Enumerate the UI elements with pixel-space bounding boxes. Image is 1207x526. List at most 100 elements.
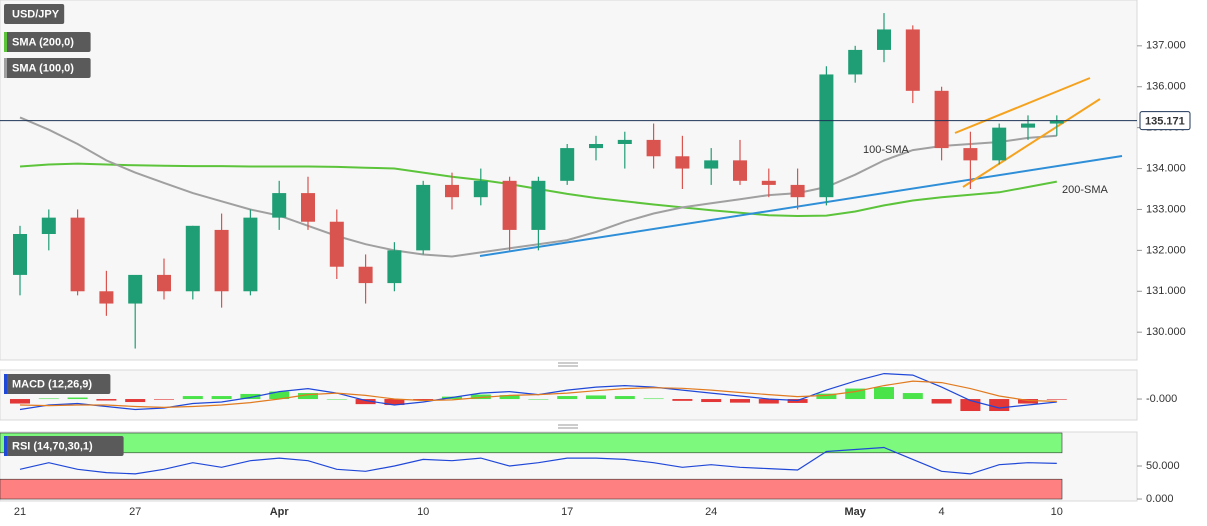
histogram-bar (298, 393, 318, 400)
candle-body (502, 180, 517, 230)
candle-body (1021, 123, 1035, 128)
histogram-bar (67, 397, 88, 400)
x-tick-label: 4 (939, 506, 945, 518)
legend-text: RSI (14,70,30,1) (12, 440, 93, 452)
y-tick-label: 132.000 (1146, 244, 1186, 256)
histogram-bar (499, 395, 520, 400)
histogram-bar (10, 399, 30, 404)
candle-body (214, 229, 229, 292)
histogram-bar (211, 396, 232, 400)
legend-tag: SMA (100,0) (4, 58, 91, 78)
series-annotation: 100-SMA (863, 144, 910, 156)
histogram-bar (269, 391, 290, 400)
zone (0, 478, 1063, 500)
x-tick-label: Apr (270, 506, 290, 518)
histogram-bar (816, 393, 837, 400)
divider-grip[interactable] (558, 362, 578, 429)
x-tick-label: 10 (417, 506, 429, 518)
histogram-bar (326, 399, 347, 400)
legend-text: USD/JPY (12, 8, 60, 20)
series-annotation: 200-SMA (1062, 184, 1109, 196)
y-tick-label: 134.000 (1146, 162, 1186, 174)
histogram-bar (384, 399, 405, 406)
histogram-bar (557, 396, 578, 400)
candle-body (1049, 120, 1064, 124)
legend-box (4, 58, 91, 78)
candle-body (473, 180, 488, 198)
candle-body (877, 29, 891, 50)
legend-text: MACD (12,26,9) (12, 378, 92, 390)
candle-body (531, 180, 546, 230)
y-tick-label: 136.000 (1146, 81, 1186, 93)
histogram-bar (758, 399, 779, 404)
histogram-bar (470, 394, 491, 400)
legend-accent (4, 374, 7, 394)
x-tick-label: 21 (14, 506, 26, 518)
candle-body (329, 221, 344, 267)
candle-body (848, 49, 863, 75)
zone (0, 432, 1063, 454)
y-tick-label: 0.000 (1146, 493, 1174, 505)
legend-text: SMA (200,0) (12, 36, 74, 48)
histogram-bar (845, 388, 866, 400)
legend-tag: SMA (200,0) (4, 32, 91, 52)
candle-body (790, 184, 805, 198)
legend-tag: MACD (12,26,9) (4, 374, 111, 394)
histogram-bar (125, 399, 146, 403)
macd-panel (0, 369, 1138, 421)
legend-box (4, 32, 91, 52)
candle-body (301, 193, 315, 222)
y-tick-label: -0.000 (1146, 393, 1177, 405)
histogram-bar (240, 393, 261, 400)
candle-body (157, 274, 171, 292)
legend-accent (4, 436, 7, 456)
candle-body (13, 234, 27, 275)
candle-body (70, 217, 85, 292)
trend-lines (479, 77, 1123, 257)
candle-body (445, 184, 459, 198)
histogram-bar (182, 396, 203, 400)
histogram-bar (874, 387, 894, 400)
histogram-bar (989, 399, 1010, 412)
candle-body (560, 148, 575, 181)
candle-body (819, 74, 834, 198)
series-line (19, 380, 1057, 409)
candle-body (761, 180, 776, 185)
histogram-bar (902, 393, 923, 400)
legend-box (4, 436, 124, 456)
histogram-bar (413, 399, 434, 401)
histogram-bar (1018, 399, 1038, 404)
legend-accent (4, 58, 7, 78)
last-price-label: 135.171 (1145, 116, 1185, 128)
candle-body (963, 148, 978, 161)
histogram-bar (643, 398, 664, 400)
legend-tag: RSI (14,70,30,1) (4, 436, 124, 456)
y-tick-label: 137.000 (1146, 40, 1186, 52)
x-tick-label: 24 (705, 506, 717, 518)
histogram-bar (154, 399, 174, 400)
legend-tag: USD/JPY (4, 4, 65, 24)
histogram-bar (614, 396, 635, 400)
candle-body (185, 225, 200, 292)
candle-body (128, 274, 143, 304)
legend-box (4, 4, 65, 24)
candle-body (992, 127, 1007, 161)
candle-body (704, 160, 719, 169)
legend-accent (4, 32, 7, 52)
candle-body (99, 291, 114, 304)
y-tick-label: 130.000 (1146, 326, 1186, 338)
x-tick-label: May (844, 506, 866, 518)
y-tick-label: 50.000 (1146, 460, 1180, 472)
candle-body (733, 160, 747, 181)
series-line (19, 446, 1057, 475)
candle-body (934, 90, 949, 149)
candle-body (387, 250, 402, 284)
candle-body (589, 144, 603, 149)
candle-body (416, 184, 431, 251)
histogram-bar (672, 399, 693, 401)
histogram-bar (38, 398, 59, 400)
candle-body (617, 139, 632, 144)
candle-body (41, 217, 56, 234)
legend-box (4, 374, 111, 394)
